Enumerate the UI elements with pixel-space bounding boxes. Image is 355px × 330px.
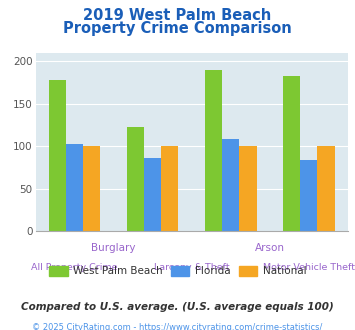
Bar: [283, 76, 300, 231]
Text: All Property Crime: All Property Crime: [31, 263, 118, 272]
Text: Burglary: Burglary: [91, 244, 136, 253]
Bar: [66, 145, 83, 231]
Text: Property Crime Comparison: Property Crime Comparison: [63, 21, 292, 36]
Legend: West Palm Beach, Florida, National: West Palm Beach, Florida, National: [45, 261, 310, 280]
Bar: [300, 160, 317, 231]
Bar: [144, 158, 161, 231]
Bar: [49, 80, 66, 231]
Bar: [239, 146, 257, 231]
Text: Motor Vehicle Theft: Motor Vehicle Theft: [263, 263, 355, 272]
Bar: [317, 146, 335, 231]
Bar: [83, 146, 100, 231]
Text: Larceny & Theft: Larceny & Theft: [154, 263, 230, 272]
Bar: [127, 127, 144, 231]
Text: © 2025 CityRating.com - https://www.cityrating.com/crime-statistics/: © 2025 CityRating.com - https://www.city…: [32, 323, 323, 330]
Bar: [205, 70, 222, 231]
Text: Compared to U.S. average. (U.S. average equals 100): Compared to U.S. average. (U.S. average …: [21, 302, 334, 312]
Text: Arson: Arson: [255, 244, 285, 253]
Bar: [161, 146, 179, 231]
Bar: [222, 139, 239, 231]
Text: 2019 West Palm Beach: 2019 West Palm Beach: [83, 8, 272, 23]
